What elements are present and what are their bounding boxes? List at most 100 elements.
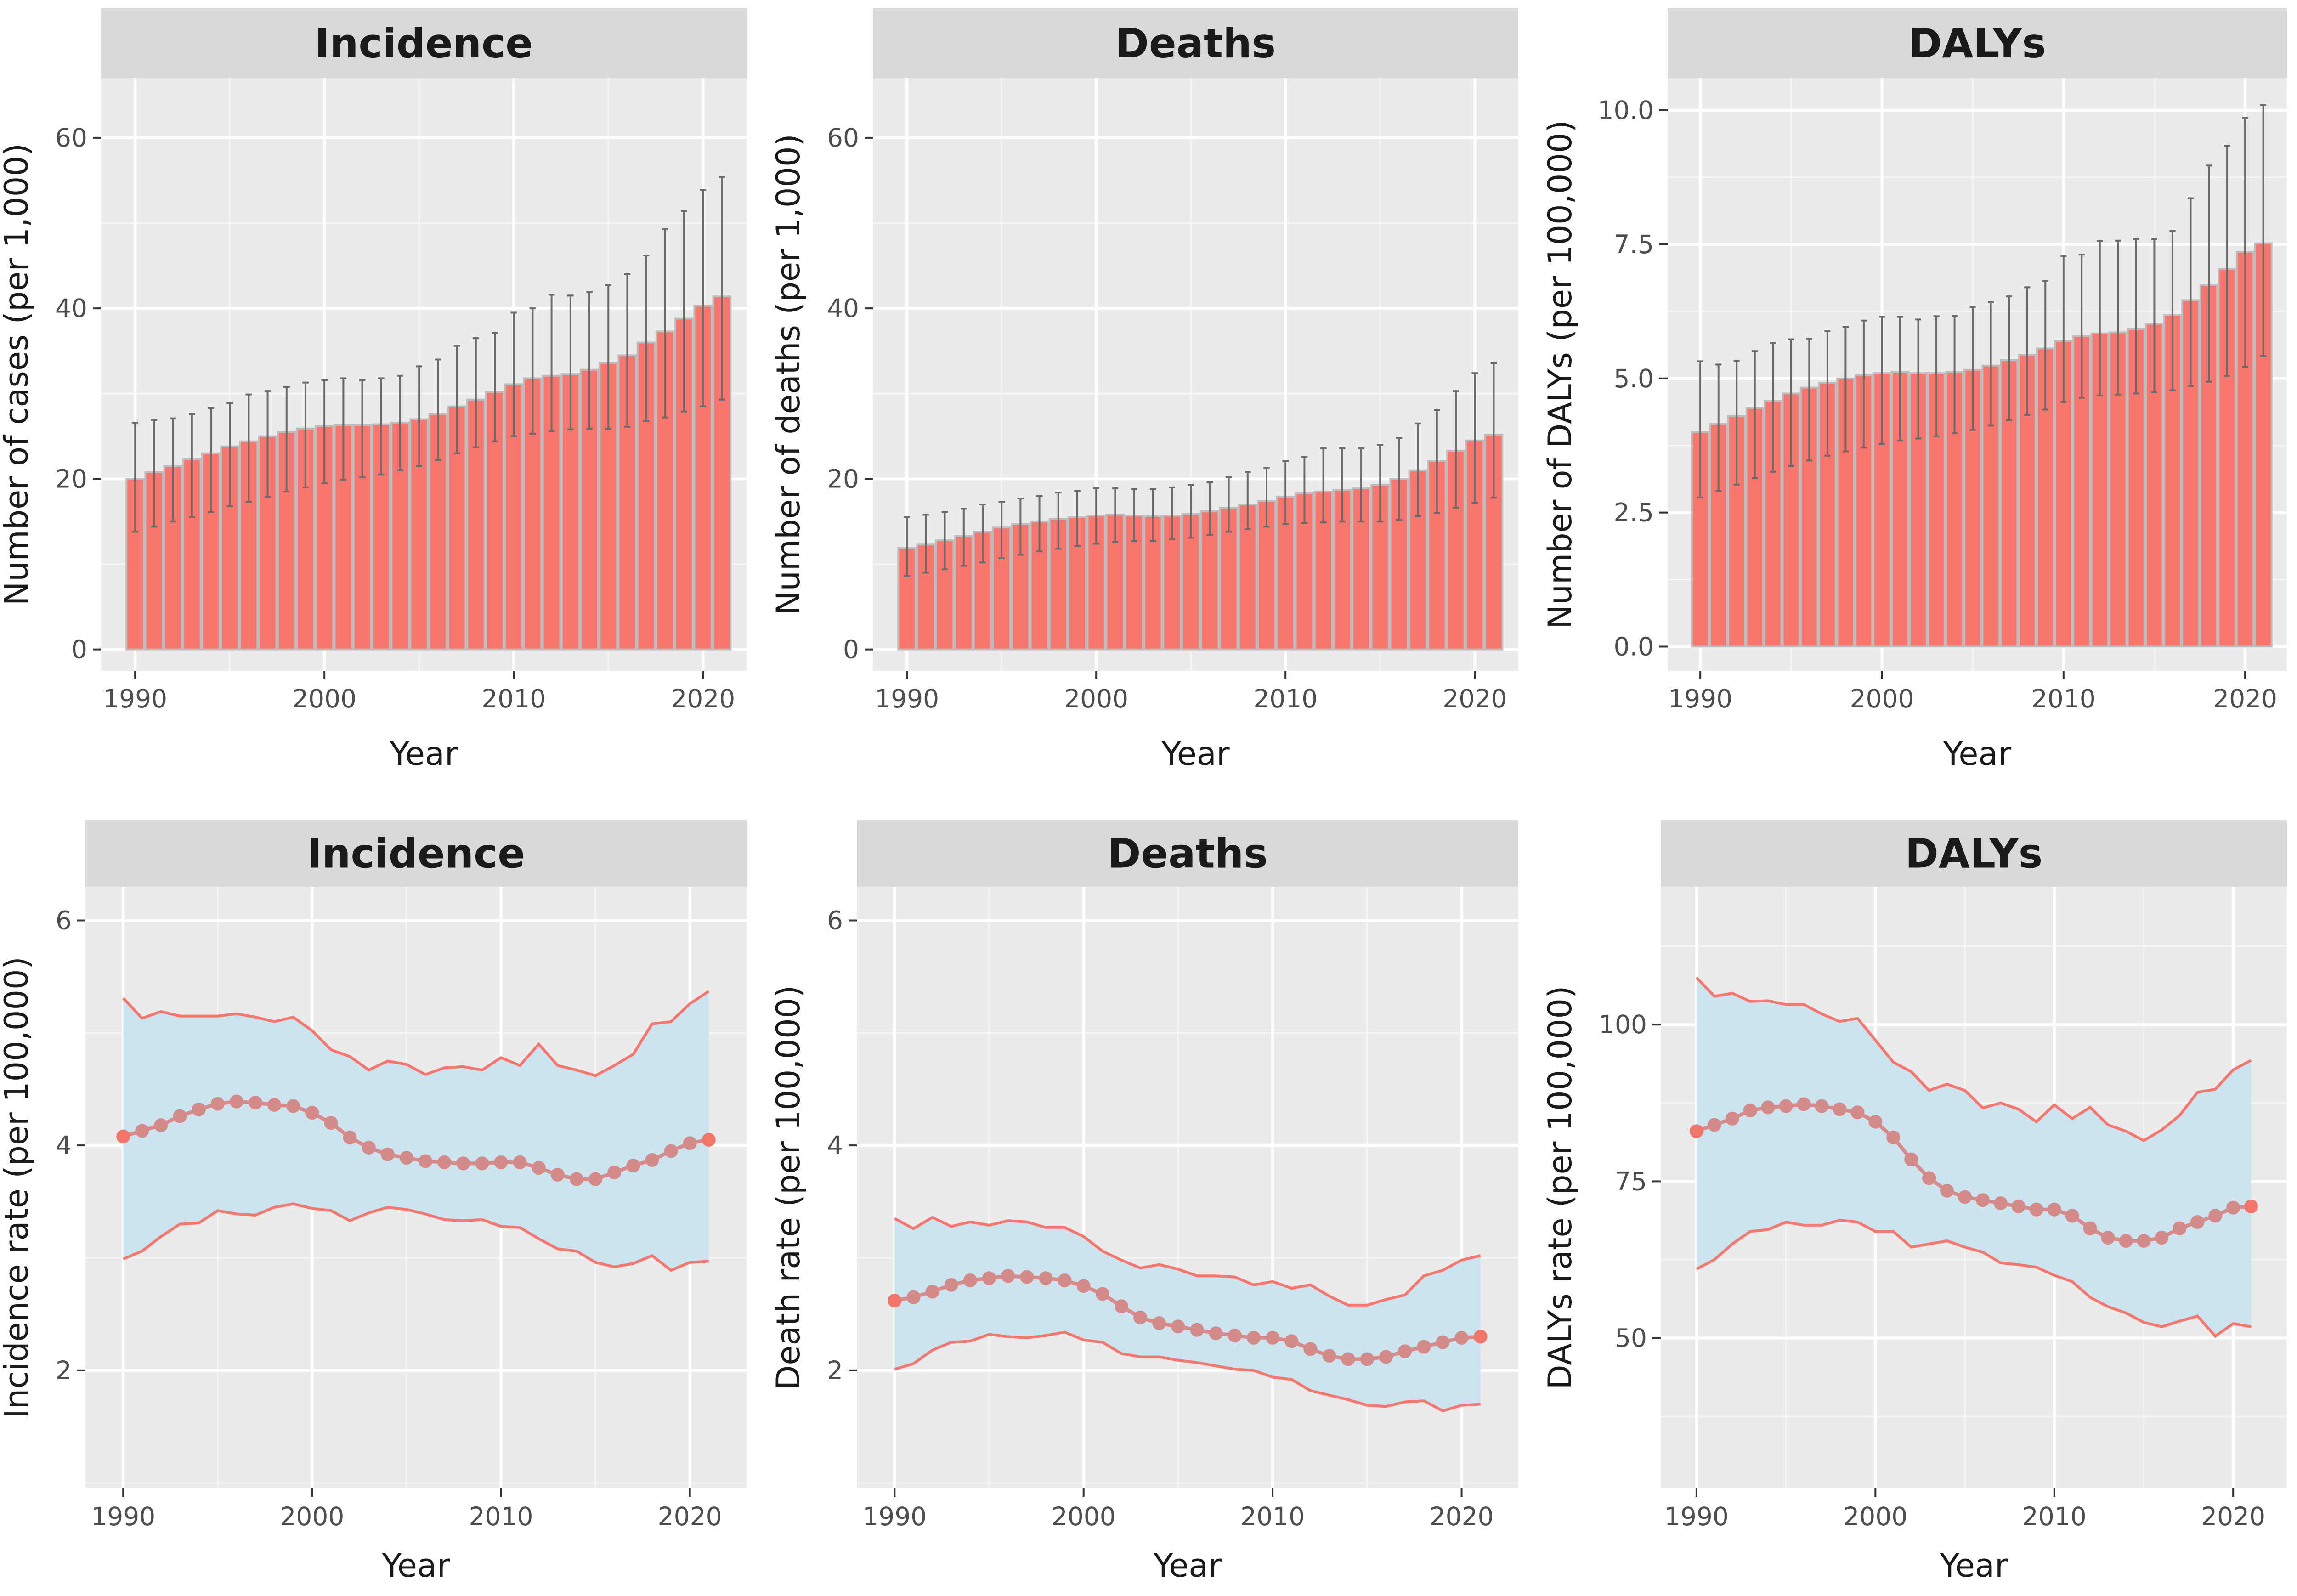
x-tick-label: 2010 <box>481 684 546 713</box>
data-point <box>906 1290 921 1304</box>
data-point <box>2047 1202 2061 1217</box>
y-tick-label: 2 <box>56 1356 72 1385</box>
x-tick-label: 1990 <box>103 684 167 713</box>
facet-title: DALYs <box>1905 830 2043 877</box>
data-point <box>2244 1199 2258 1213</box>
bar <box>1370 484 1390 651</box>
y-tick-label: 0 <box>843 635 859 664</box>
data-point <box>2155 1231 2169 1245</box>
x-axis-title: Year <box>1939 1547 2008 1585</box>
data-point <box>1779 1099 1793 1113</box>
upper-bound-line <box>894 1216 1481 1307</box>
bar <box>504 383 524 651</box>
x-tick-label: 2020 <box>1430 1502 1494 1531</box>
data-point <box>2029 1202 2043 1217</box>
data-point <box>456 1156 470 1171</box>
facet-title: Deaths <box>1107 830 1267 877</box>
data-point <box>475 1156 489 1171</box>
data-point <box>2226 1200 2240 1215</box>
data-point <box>626 1159 640 1173</box>
x-tick-label: 2000 <box>1064 684 1128 713</box>
y-tick-label: 5.0 <box>1614 364 1654 393</box>
x-axis-title: Year <box>389 735 458 773</box>
data-point <box>324 1116 338 1130</box>
data-point <box>229 1094 243 1109</box>
data-point <box>249 1096 263 1110</box>
data-point <box>645 1153 659 1167</box>
data-point <box>192 1102 206 1116</box>
data-point <box>1833 1102 1847 1116</box>
x-tick-label: 2000 <box>1843 1502 1907 1531</box>
facet-strip <box>1661 820 2287 887</box>
panel-3: DALYs 0.0 2.5 5.0 7.5 10.0 1990 2000 2010 2020 Yea… <box>1541 8 2287 773</box>
facet-strip <box>873 8 1518 78</box>
x-tick-label: 2000 <box>1052 1502 1116 1531</box>
data-point <box>286 1099 300 1113</box>
panel-4: Incidence 2 4 6 1990 2000 2010 2020 Year Incidenc… <box>0 820 747 1585</box>
data-point <box>1850 1105 1865 1120</box>
data-point <box>1360 1352 1374 1366</box>
x-axis-title: Year <box>1943 735 2011 773</box>
facet-title: Incidence <box>307 830 525 877</box>
data-point <box>1020 1270 1034 1284</box>
y-axis-title: Number of cases (per 1,000) <box>0 143 35 606</box>
x-tick-label: 1990 <box>91 1502 155 1531</box>
x-tick-label: 2010 <box>1240 1502 1305 1531</box>
data-point <box>1689 1124 1703 1138</box>
data-point <box>419 1154 433 1168</box>
facet-title: DALYs <box>1908 20 2046 67</box>
y-tick-label: 2.5 <box>1614 498 1654 527</box>
y-axis-title: Incidence rate (per 100,000) <box>0 956 35 1419</box>
upper-bound-line <box>1695 976 2252 1143</box>
uncertainty-band <box>123 991 709 1270</box>
data-point <box>2208 1209 2223 1223</box>
panel-5: Deaths 2 4 6 1990 2000 2010 2020 Year Death rate … <box>769 820 1518 1585</box>
x-tick-label: 2010 <box>1253 684 1318 713</box>
data-point <box>1228 1328 1242 1342</box>
uncertainty-band <box>1696 977 2252 1336</box>
x-axis-title: Year <box>1153 1547 1222 1585</box>
data-point <box>683 1136 697 1150</box>
x-tick-label: 2010 <box>469 1502 533 1531</box>
x-tick-label: 1990 <box>1664 1502 1729 1531</box>
x-tick-label: 2020 <box>671 684 735 713</box>
data-point <box>1886 1130 1901 1144</box>
panel-1: Incidence 0 20 40 60 1990 2000 2010 2020 Year Numb… <box>0 8 747 773</box>
facet-strip <box>85 820 747 887</box>
data-point <box>1707 1118 1721 1132</box>
bar <box>1981 364 2000 648</box>
lower-bound-line <box>1696 1218 2252 1338</box>
x-tick-label: 2000 <box>1850 684 1914 713</box>
data-point <box>1379 1350 1393 1364</box>
data-point <box>1058 1273 1072 1288</box>
y-tick-label: 6 <box>56 906 72 935</box>
data-point <box>1247 1330 1261 1345</box>
data-point <box>2101 1231 2115 1245</box>
data-point <box>1904 1152 1918 1166</box>
data-point <box>154 1118 168 1132</box>
data-point <box>925 1285 939 1299</box>
data-point <box>2119 1234 2133 1248</box>
y-tick-label: 7.5 <box>1614 230 1654 259</box>
x-axis-title: Year <box>1161 735 1229 773</box>
data-point <box>569 1172 583 1186</box>
data-point <box>1797 1097 1811 1111</box>
data-point <box>210 1097 225 1111</box>
y-axis-title: Number of DALYs (per 100,000) <box>1541 120 1579 629</box>
x-tick-label: 2000 <box>280 1502 344 1531</box>
bar <box>182 458 202 651</box>
x-tick-label: 2020 <box>2213 684 2277 713</box>
data-point <box>1284 1334 1299 1348</box>
data-point <box>267 1098 282 1112</box>
x-tick-label: 2020 <box>1443 684 1507 713</box>
x-tick-label: 1990 <box>875 684 939 713</box>
x-tick-label: 2000 <box>292 684 356 713</box>
data-point <box>513 1155 527 1169</box>
data-point <box>2173 1221 2187 1235</box>
y-tick-label: 4 <box>56 1131 72 1160</box>
data-point <box>963 1273 977 1288</box>
facet-title: Incidence <box>315 20 533 67</box>
data-point <box>1039 1271 1053 1285</box>
data-point <box>2065 1209 2079 1223</box>
